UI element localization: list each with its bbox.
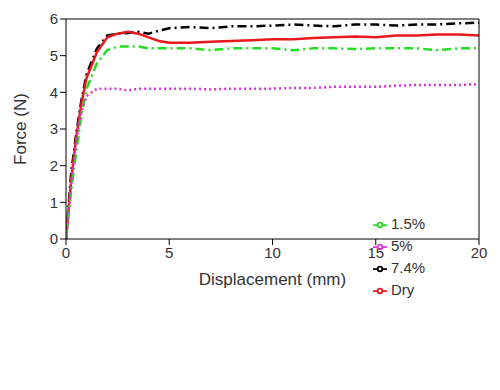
svg-text:0: 0 <box>50 230 58 247</box>
svg-text:6: 6 <box>50 10 58 27</box>
svg-text:5: 5 <box>50 47 58 64</box>
html-text:7.4%: 7.4% <box>391 259 426 276</box>
svg-text:3: 3 <box>50 120 58 137</box>
svg-text:20: 20 <box>471 244 488 261</box>
svg-text:4: 4 <box>50 84 58 101</box>
svg-text:2: 2 <box>50 157 58 174</box>
html-text:5%: 5% <box>391 237 413 254</box>
svg-text:15: 15 <box>367 244 384 261</box>
svg-text:Displacement (mm): Displacement (mm) <box>199 270 346 289</box>
svg-text:Force (N): Force (N) <box>11 93 30 165</box>
svg-text:10: 10 <box>264 244 281 261</box>
html-text:1.5%: 1.5% <box>391 215 426 232</box>
html-text:Dry: Dry <box>391 281 415 298</box>
svg-text:1: 1 <box>50 194 58 211</box>
svg-text:5: 5 <box>165 244 173 261</box>
svg-text:0: 0 <box>62 244 70 261</box>
